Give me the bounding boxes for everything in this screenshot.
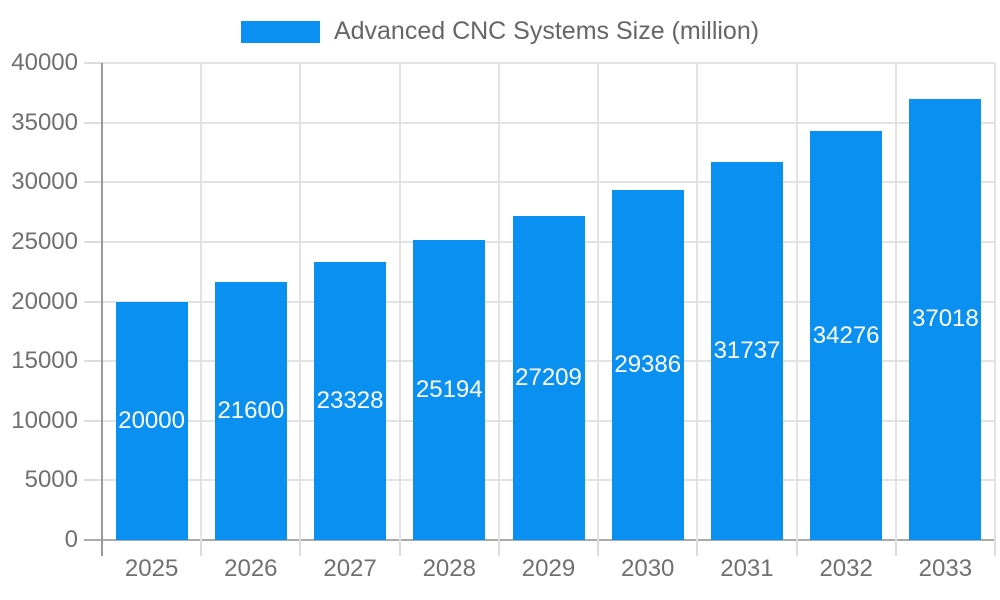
x-axis-tick-label: 2026 <box>224 555 278 582</box>
y-axis-tick-label: 10000 <box>11 406 78 434</box>
x-axis-line <box>102 539 995 541</box>
bar-value-label: 27209 <box>515 363 582 391</box>
gridline-vertical <box>597 63 600 540</box>
legend-swatch-icon <box>240 20 320 43</box>
gridline-vertical <box>200 63 203 540</box>
y-axis-tick-label: 15000 <box>11 347 78 375</box>
y-axis-tick-label: 25000 <box>11 227 78 255</box>
y-tick-mark <box>84 121 102 124</box>
x-axis-tick-label: 2033 <box>918 555 973 582</box>
bar-value-label: 21600 <box>217 397 285 425</box>
y-axis-tick-label: 0 <box>64 526 78 553</box>
bar[interactable] <box>115 301 188 540</box>
gridline-vertical <box>795 63 798 540</box>
x-tick-mark <box>101 540 103 556</box>
gridline-vertical <box>696 63 699 540</box>
bar-value-label: 20000 <box>118 406 185 434</box>
gridline-vertical <box>398 63 401 540</box>
y-axis-line <box>101 63 103 540</box>
y-axis-tick-label: 35000 <box>11 108 78 136</box>
x-tick-mark <box>398 540 401 556</box>
bar-value-label: 23328 <box>316 386 384 414</box>
gridline-horizontal <box>102 62 995 64</box>
gridline-horizontal <box>102 181 995 184</box>
bar-value-label: 31737 <box>713 336 781 364</box>
bar[interactable] <box>710 161 783 540</box>
bar[interactable] <box>512 215 585 540</box>
bar-value-label: 34276 <box>812 321 880 349</box>
gridline-vertical <box>994 63 996 540</box>
y-tick-mark <box>84 479 102 482</box>
x-tick-mark <box>795 540 798 556</box>
bar[interactable] <box>909 98 982 540</box>
gridline-vertical <box>497 63 500 540</box>
y-tick-mark <box>84 300 102 303</box>
x-tick-mark <box>894 540 897 556</box>
legend[interactable]: Advanced CNC Systems Size (million) <box>0 18 1000 45</box>
bar[interactable] <box>413 239 486 540</box>
y-tick-mark <box>84 539 102 541</box>
x-tick-mark <box>597 540 600 556</box>
x-axis-tick-label: 2031 <box>720 555 774 582</box>
x-tick-mark <box>696 540 699 556</box>
x-axis-tick-label: 2029 <box>521 555 576 582</box>
y-axis-tick-label: 30000 <box>11 168 78 196</box>
y-tick-mark <box>84 360 102 363</box>
x-axis-tick-label: 2027 <box>323 555 377 582</box>
y-tick-mark <box>84 62 102 64</box>
legend-label: Advanced CNC Systems Size (million) <box>333 17 760 45</box>
bar[interactable] <box>611 189 684 540</box>
y-tick-mark <box>84 181 102 184</box>
x-tick-mark <box>200 540 203 556</box>
bar-value-label: 25194 <box>415 375 483 403</box>
gridline-horizontal <box>102 121 995 124</box>
x-axis-tick-label: 2030 <box>621 555 675 582</box>
bar[interactable] <box>810 131 883 540</box>
y-axis-tick-label: 40000 <box>11 49 78 76</box>
y-tick-mark <box>84 240 102 243</box>
y-axis-tick-label: 20000 <box>11 287 78 315</box>
x-tick-mark <box>497 540 500 556</box>
bar[interactable] <box>214 282 287 540</box>
bar-value-label: 29386 <box>614 350 682 378</box>
x-tick-mark <box>994 540 996 556</box>
bar-value-label: 37018 <box>912 305 979 333</box>
y-tick-mark <box>84 419 102 422</box>
x-axis-tick-label: 2025 <box>124 555 179 582</box>
gridline-vertical <box>299 63 302 540</box>
bar[interactable] <box>314 261 387 540</box>
x-axis-tick-label: 2028 <box>422 555 476 582</box>
x-tick-mark <box>299 540 302 556</box>
gridline-vertical <box>894 63 897 540</box>
y-axis-tick-label: 5000 <box>24 466 78 494</box>
x-axis-tick-label: 2032 <box>819 555 873 582</box>
